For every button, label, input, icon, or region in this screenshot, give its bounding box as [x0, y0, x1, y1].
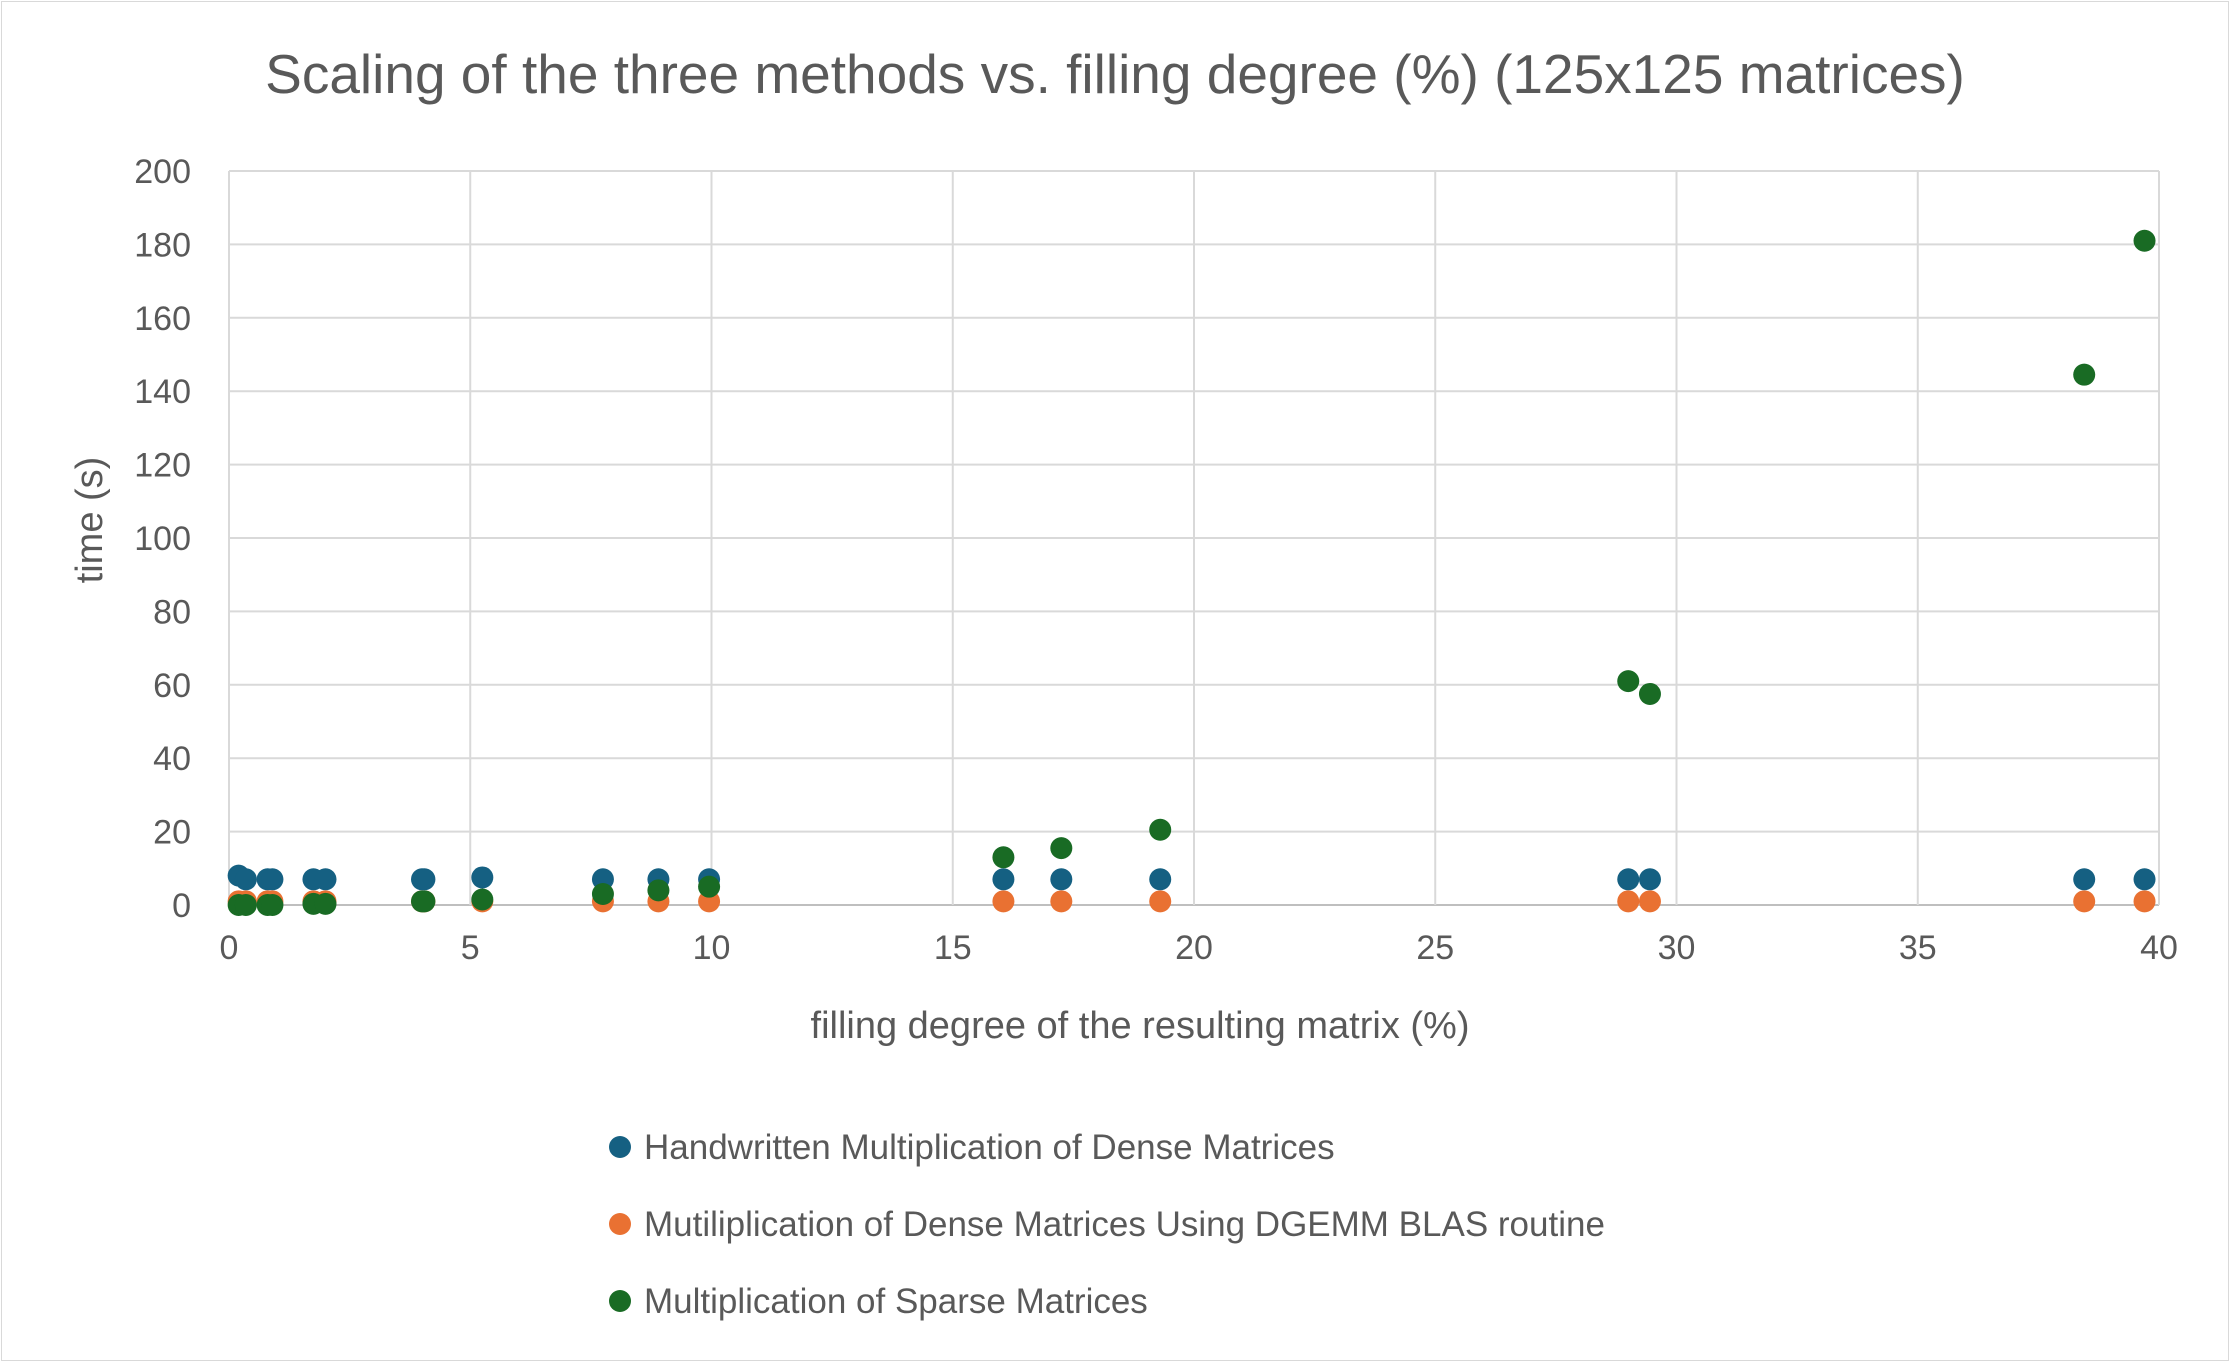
y-tick-label: 0 — [172, 887, 191, 925]
data-point — [1638, 682, 1661, 705]
x-axis-ticks: 0 5 10 15 20 25 30 35 40 — [220, 929, 2178, 967]
data-point — [314, 868, 337, 891]
data-point — [234, 868, 257, 891]
y-tick-label: 20 — [153, 814, 191, 852]
x-tick-label: 25 — [1416, 929, 1454, 967]
x-tick-label: 30 — [1658, 929, 1696, 967]
data-point — [471, 866, 494, 889]
data-point — [2073, 868, 2096, 891]
x-tick-label: 10 — [693, 929, 731, 967]
series-2 — [227, 890, 2156, 913]
data-point — [2073, 363, 2096, 386]
data-point — [1617, 868, 1640, 891]
legend-label: Multiplication of Sparse Matrices — [644, 1282, 1148, 1321]
gridlines — [228, 170, 2160, 906]
data-point — [2133, 229, 2156, 252]
data-point — [1638, 868, 1661, 891]
data-point — [2133, 890, 2156, 913]
data-point — [261, 894, 284, 916]
data-point — [1149, 818, 1172, 841]
y-tick-label: 200 — [134, 153, 191, 191]
y-tick-label: 160 — [134, 300, 191, 338]
legend-marker — [609, 1136, 631, 1158]
x-tick-label: 5 — [461, 929, 480, 967]
data-points — [227, 229, 2156, 916]
y-tick-label: 180 — [134, 226, 191, 264]
y-axis-label: time (s) — [69, 457, 111, 584]
data-point — [992, 890, 1015, 913]
data-point — [2073, 890, 2096, 913]
data-point — [1638, 890, 1661, 913]
data-point — [1050, 868, 1073, 891]
data-point — [992, 868, 1015, 891]
legend-label: Handwritten Multiplication of Dense Matr… — [644, 1128, 1335, 1167]
data-point — [413, 868, 436, 891]
x-tick-label: 0 — [220, 929, 239, 967]
legend: Handwritten Multiplication of Dense Matr… — [609, 1128, 1605, 1321]
data-point — [1617, 890, 1640, 913]
data-point — [471, 888, 494, 911]
legend-item: Multiplication of Sparse Matrices — [609, 1282, 1148, 1321]
data-point — [234, 894, 257, 916]
x-tick-label: 35 — [1899, 929, 1937, 967]
x-tick-label: 20 — [1175, 929, 1213, 967]
x-axis-label: filling degree of the resulting matrix (… — [811, 1005, 1470, 1047]
data-point — [1617, 670, 1640, 693]
y-tick-label: 40 — [153, 740, 191, 778]
data-point — [261, 868, 284, 891]
data-point — [2133, 868, 2156, 891]
legend-marker — [609, 1290, 631, 1312]
legend-label: Mutiliplication of Dense Matrices Using … — [644, 1205, 1605, 1244]
x-tick-label: 40 — [2140, 929, 2178, 967]
data-point — [1050, 890, 1073, 913]
data-point — [1149, 890, 1172, 913]
data-point — [591, 882, 614, 905]
data-point — [413, 890, 436, 913]
legend-item: Mutiliplication of Dense Matrices Using … — [609, 1205, 1605, 1244]
x-tick-label: 15 — [934, 929, 972, 967]
data-point — [314, 892, 337, 915]
data-point — [992, 846, 1015, 869]
y-tick-label: 140 — [134, 373, 191, 411]
y-axis-ticks: 0 20 40 60 80 100 120 140 160 180 200 — [134, 153, 191, 925]
data-point — [647, 879, 670, 902]
data-point — [1050, 837, 1073, 860]
series-1 — [227, 864, 2156, 891]
chart-title: Scaling of the three methods vs. filling… — [265, 43, 1965, 105]
y-tick-label: 100 — [134, 520, 191, 558]
data-point — [698, 875, 721, 898]
y-tick-label: 120 — [134, 447, 191, 485]
series-3 — [227, 229, 2156, 916]
legend-item: Handwritten Multiplication of Dense Matr… — [609, 1128, 1335, 1167]
y-tick-label: 80 — [153, 593, 191, 631]
legend-marker — [609, 1213, 631, 1235]
data-point — [1149, 868, 1172, 891]
y-tick-label: 60 — [153, 667, 191, 705]
